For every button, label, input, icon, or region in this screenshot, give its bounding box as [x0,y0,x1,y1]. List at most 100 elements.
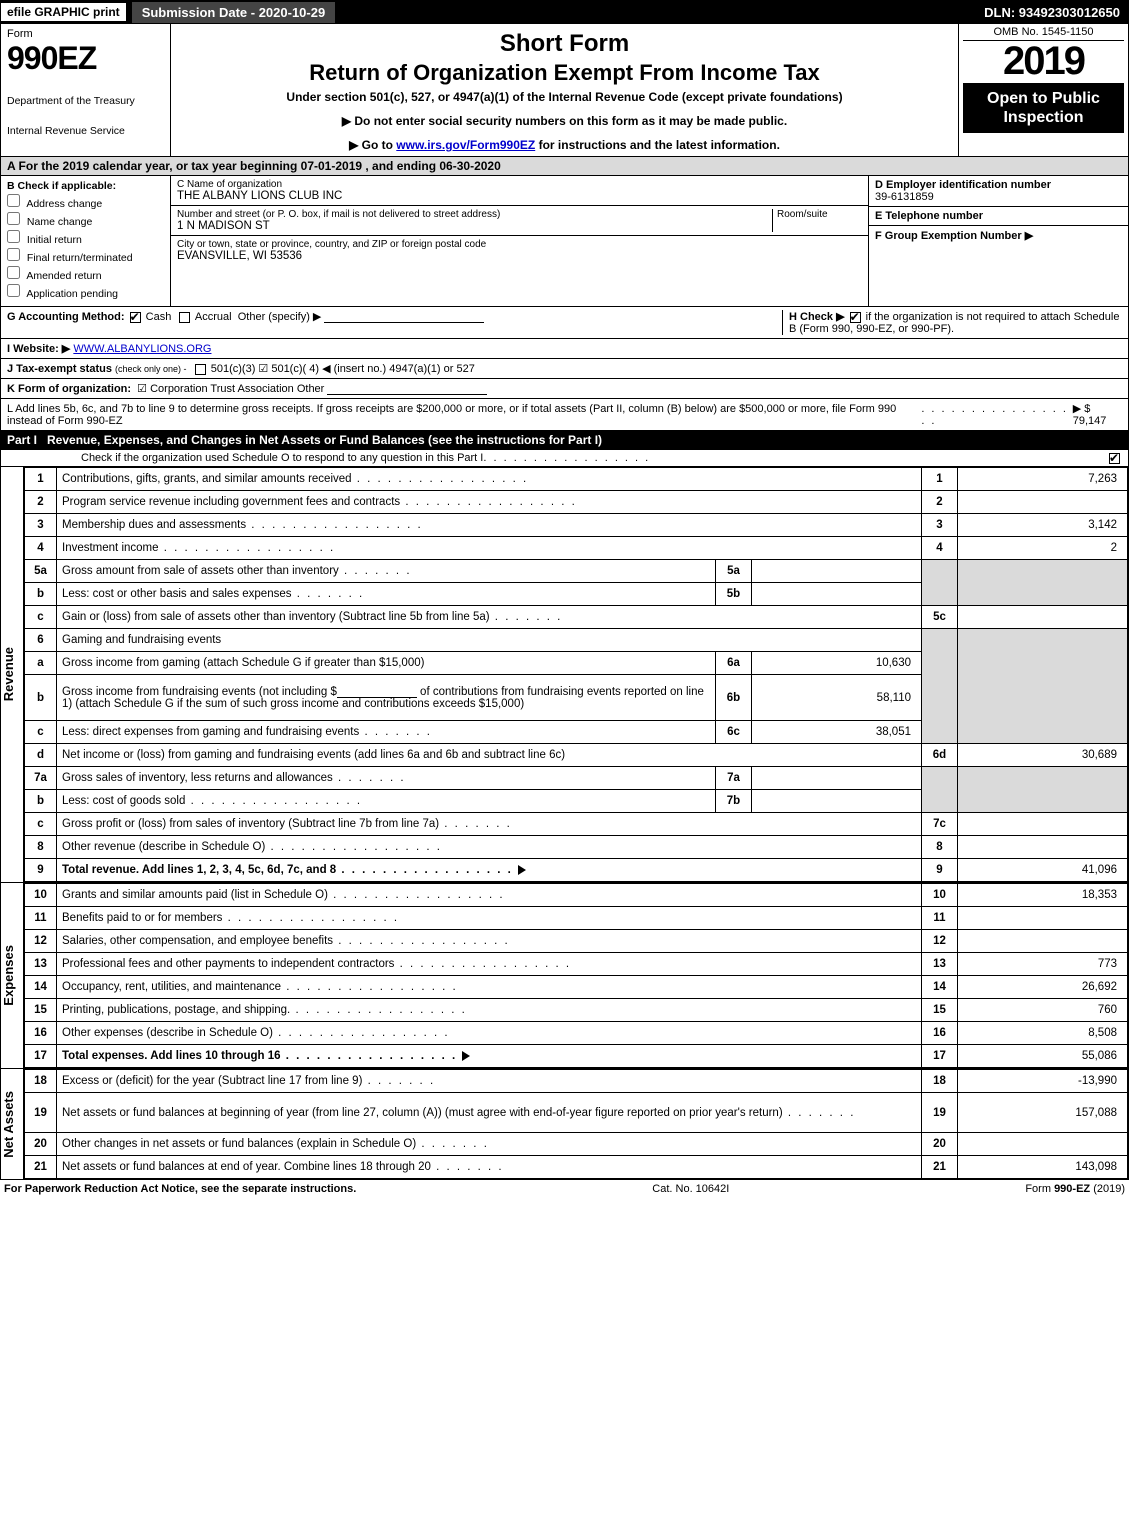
note-goto-post: for instructions and the latest informat… [539,138,780,152]
triangle-icon [518,865,526,875]
form-header: Form 990EZ Department of the Treasury In… [0,24,1129,157]
info-block: B Check if applicable: Address change Na… [0,176,1129,307]
line-6: 6Gaming and fundraising events [25,629,1128,652]
val-14: 26,692 [958,976,1128,999]
line-4: 4Investment income42 [25,537,1128,560]
netassets-section: Net Assets 18Excess or (deficit) for the… [0,1069,1129,1180]
page-footer: For Paperwork Reduction Act Notice, see … [0,1180,1129,1198]
irs-link[interactable]: www.irs.gov/Form990EZ [396,138,535,152]
revenue-table: 1Contributions, gifts, grants, and simil… [24,467,1128,882]
val-8 [958,836,1128,859]
note-goto: ▶ Go to www.irs.gov/Form990EZ for instru… [179,138,950,152]
val-1: 7,263 [958,468,1128,491]
line-2: 2Program service revenue including gover… [25,491,1128,514]
footer-right: Form 990-EZ (2019) [1025,1183,1125,1195]
chk-application-pending[interactable]: Application pending [7,284,164,300]
d-ein-value: 39-6131859 [875,191,1122,203]
note-ssn: ▶ Do not enter social security numbers o… [179,114,950,128]
e-phone-label: E Telephone number [875,210,1122,222]
form-label: Form [7,28,164,40]
line-12: 12Salaries, other compensation, and empl… [25,930,1128,953]
c-room-label: Room/suite [777,209,862,220]
val-13: 773 [958,953,1128,976]
c-name-label: C Name of organization [177,179,862,190]
footer-center: Cat. No. 10642I [652,1183,729,1195]
chk-501c3[interactable] [195,364,206,375]
row-gh: G Accounting Method: Cash Accrual Other … [0,307,1129,339]
expenses-section: Expenses 10Grants and similar amounts pa… [0,883,1129,1069]
box-b-header: B Check if applicable: [7,180,164,192]
efile-print-label[interactable]: efile GRAPHIC print [1,3,126,21]
chk-cash[interactable] [130,312,141,323]
c-addr-value: 1 N MADISON ST [177,220,772,232]
c-name-value: THE ALBANY LIONS CLUB INC [177,190,862,202]
expenses-vlabel: Expenses [1,945,23,1006]
val-5c [958,606,1128,629]
line-16: 16Other expenses (describe in Schedule O… [25,1022,1128,1045]
k-opts: ☑ Corporation Trust Association Other [137,383,324,395]
line-3: 3Membership dues and assessments33,142 [25,514,1128,537]
submission-date: Submission Date - 2020-10-29 [132,2,336,23]
chk-name-change[interactable]: Name change [7,212,164,228]
chk-final-return[interactable]: Final return/terminated [7,248,164,264]
chk-h[interactable] [850,312,861,323]
line-10: 10Grants and similar amounts paid (list … [25,884,1128,907]
dots-icon [483,452,650,464]
row-j: J Tax-exempt status (check only one) - 5… [0,359,1129,379]
tax-year: 2019 [963,41,1124,81]
subtitle: Under section 501(c), 527, or 4947(a)(1)… [179,90,950,104]
chk-address-change[interactable]: Address change [7,194,164,210]
f-group-label: F Group Exemption Number ▶ [875,229,1122,242]
header-right: OMB No. 1545-1150 2019 Open to Public In… [958,24,1128,156]
row-l: L Add lines 5b, 6c, and 7b to line 9 to … [0,399,1129,431]
chk-accrual[interactable] [179,312,190,323]
note-goto-pre: ▶ Go to [349,138,396,152]
title-return: Return of Organization Exempt From Incom… [179,60,950,86]
part-i-sub: Check if the organization used Schedule … [0,450,1129,467]
dots-icon [921,403,1072,427]
line-1: 1Contributions, gifts, grants, and simil… [25,468,1128,491]
chk-initial-return[interactable]: Initial return [7,230,164,246]
line-9: 9Total revenue. Add lines 1, 2, 3, 4, 5c… [25,859,1128,882]
k-other-input[interactable] [327,383,487,395]
g-accounting: G Accounting Method: Cash Accrual Other … [7,310,782,335]
title-shortform: Short Form [179,30,950,58]
g-other-input[interactable] [324,311,484,323]
l-amount: ▶ $ 79,147 [1073,402,1122,427]
website-link[interactable]: WWW.ALBANYLIONS.ORG [73,343,211,355]
line-7c: cGross profit or (loss) from sales of in… [25,813,1128,836]
row-k: K Form of organization: ☑ Corporation Tr… [0,379,1129,399]
expenses-table: 10Grants and similar amounts paid (list … [24,883,1128,1068]
line-14: 14Occupancy, rent, utilities, and mainte… [25,976,1128,999]
val-16: 8,508 [958,1022,1128,1045]
line6b-input[interactable] [337,686,417,698]
line-19: 19Net assets or fund balances at beginni… [25,1093,1128,1133]
line-13: 13Professional fees and other payments t… [25,953,1128,976]
row-a-taxyear: A For the 2019 calendar year, or tax yea… [0,157,1129,176]
part-i-label: Part I [7,433,47,447]
part-i-subtext: Check if the organization used Schedule … [81,452,483,464]
val-2 [958,491,1128,514]
val-5a [752,560,922,583]
revenue-vlabel: Revenue [1,647,23,701]
d-ein-label: D Employer identification number [875,179,1122,191]
form-page: efile GRAPHIC print Submission Date - 20… [0,0,1129,1198]
val-11 [958,907,1128,930]
line-7a: 7aGross sales of inventory, less returns… [25,767,1128,790]
val-9: 41,096 [958,859,1128,882]
val-7b [752,790,922,813]
j-label: J Tax-exempt status [7,363,112,375]
k-label: K Form of organization: [7,383,131,395]
line-5c: cGain or (loss) from sale of assets othe… [25,606,1128,629]
chk-amended-return[interactable]: Amended return [7,266,164,282]
form-number: 990EZ [7,40,164,77]
h-check: H Check ▶ if the organization is not req… [782,310,1122,335]
val-7a [752,767,922,790]
triangle-icon [462,1051,470,1061]
val-21: 143,098 [958,1156,1128,1179]
val-6c: 38,051 [752,721,922,744]
chk-schedule-o[interactable] [1109,453,1120,464]
line-5a: 5aGross amount from sale of assets other… [25,560,1128,583]
header-left: Form 990EZ Department of the Treasury In… [1,24,171,156]
part-i-title: Revenue, Expenses, and Changes in Net As… [47,433,602,447]
